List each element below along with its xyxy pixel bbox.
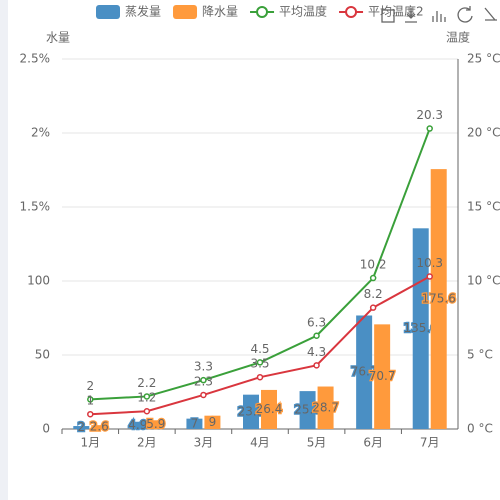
y2-tick-label: 15 °C <box>467 200 500 214</box>
point <box>313 362 320 369</box>
bar <box>430 169 447 429</box>
point <box>426 125 433 132</box>
bar <box>129 421 146 429</box>
point <box>87 410 94 418</box>
legend-swatch <box>96 5 120 19</box>
point <box>426 273 433 280</box>
bar <box>356 315 373 429</box>
x-tick-label: 3月 <box>194 436 214 450</box>
point-label: 3.5 <box>250 357 269 371</box>
bar <box>317 386 334 429</box>
x-tick-label: 7月 <box>420 436 440 450</box>
bar-label: 70.7 <box>369 369 396 383</box>
point-label: 2.2 <box>137 376 156 390</box>
point-label: 3.3 <box>194 360 213 374</box>
point-label: 8.2 <box>364 287 383 301</box>
toolbox[interactable] <box>381 6 497 23</box>
point <box>200 376 207 384</box>
bar <box>186 418 203 429</box>
bar-label: 26.4 <box>256 402 283 416</box>
point <box>200 391 207 399</box>
bar-label: 25.6 <box>294 403 321 417</box>
bar-label: 9 <box>209 415 217 429</box>
y-tick-label: 1.5% <box>20 200 51 214</box>
y2-tick-label: 0 °C <box>467 422 493 436</box>
bar-label: 135.6 <box>404 321 438 335</box>
legend-label: 平均温度 <box>279 4 327 19</box>
point-label: 10.2 <box>360 258 387 272</box>
bar-label: 175.6 <box>422 292 456 306</box>
y2-axis-label: 温度 <box>446 30 470 45</box>
point-label: 2 <box>86 379 94 393</box>
x-tick-label: 1月 <box>80 436 100 450</box>
bar <box>374 324 391 429</box>
y-tick-label: 2% <box>31 126 50 140</box>
legend-swatch <box>345 6 358 18</box>
point <box>313 332 320 340</box>
point-label: 4.3 <box>307 345 326 359</box>
bar-label: 28.7 <box>312 400 339 414</box>
bar-label: 23.2 <box>238 404 265 418</box>
point <box>256 359 264 366</box>
point-label: 10.3 <box>416 256 443 270</box>
bar-label: 2.6 <box>90 420 109 434</box>
bar <box>91 425 108 429</box>
point-label: 20.3 <box>416 108 443 122</box>
y2-tick-label: 10 °C <box>467 274 500 288</box>
bar <box>299 391 316 429</box>
bar-label: 4.9 <box>128 418 147 432</box>
y-tick-label: 0 <box>42 422 50 436</box>
legend-swatch <box>173 5 198 19</box>
y-tick-label: 100 <box>27 274 50 288</box>
bar-label: 7 <box>191 416 199 430</box>
bar <box>73 426 90 429</box>
bar-label: 5.9 <box>146 417 165 431</box>
bar <box>147 420 164 429</box>
legend-swatch <box>256 6 269 18</box>
bar <box>261 389 277 429</box>
x-tick-label: 2月 <box>137 436 157 450</box>
y-tick-label: 2.5% <box>20 52 51 66</box>
y-axis-label: 水量 <box>46 31 70 45</box>
point-label: 1.2 <box>137 391 156 405</box>
legend-label: 蒸发量 <box>125 4 161 19</box>
point <box>256 373 264 381</box>
point <box>87 396 94 403</box>
legend-label: 平均温度2 <box>368 4 424 19</box>
y-tick-label: 50 <box>35 348 50 362</box>
point <box>369 304 377 311</box>
y2-tick-label: 20 °C <box>467 126 500 140</box>
legend-label: 降水量 <box>202 5 238 19</box>
bar <box>204 415 221 429</box>
point <box>369 274 377 282</box>
y2-tick-label: 5 °C <box>467 348 493 362</box>
point-label: 4.5 <box>250 342 269 356</box>
y2-tick-label: 25 °C <box>467 52 500 66</box>
point-label: 1 <box>86 394 94 408</box>
bar <box>243 394 259 429</box>
side-strip <box>0 0 8 500</box>
point-label: 2.3 <box>194 374 213 388</box>
bar-label: 76.7 <box>351 365 378 379</box>
point <box>143 407 151 415</box>
point-label: 6.3 <box>307 315 326 329</box>
point <box>143 393 151 400</box>
x-tick-label: 5月 <box>307 436 327 450</box>
bar-label: 2 <box>77 420 85 434</box>
x-tick-label: 6月 <box>363 436 383 450</box>
x-tick-label: 4月 <box>250 436 270 450</box>
